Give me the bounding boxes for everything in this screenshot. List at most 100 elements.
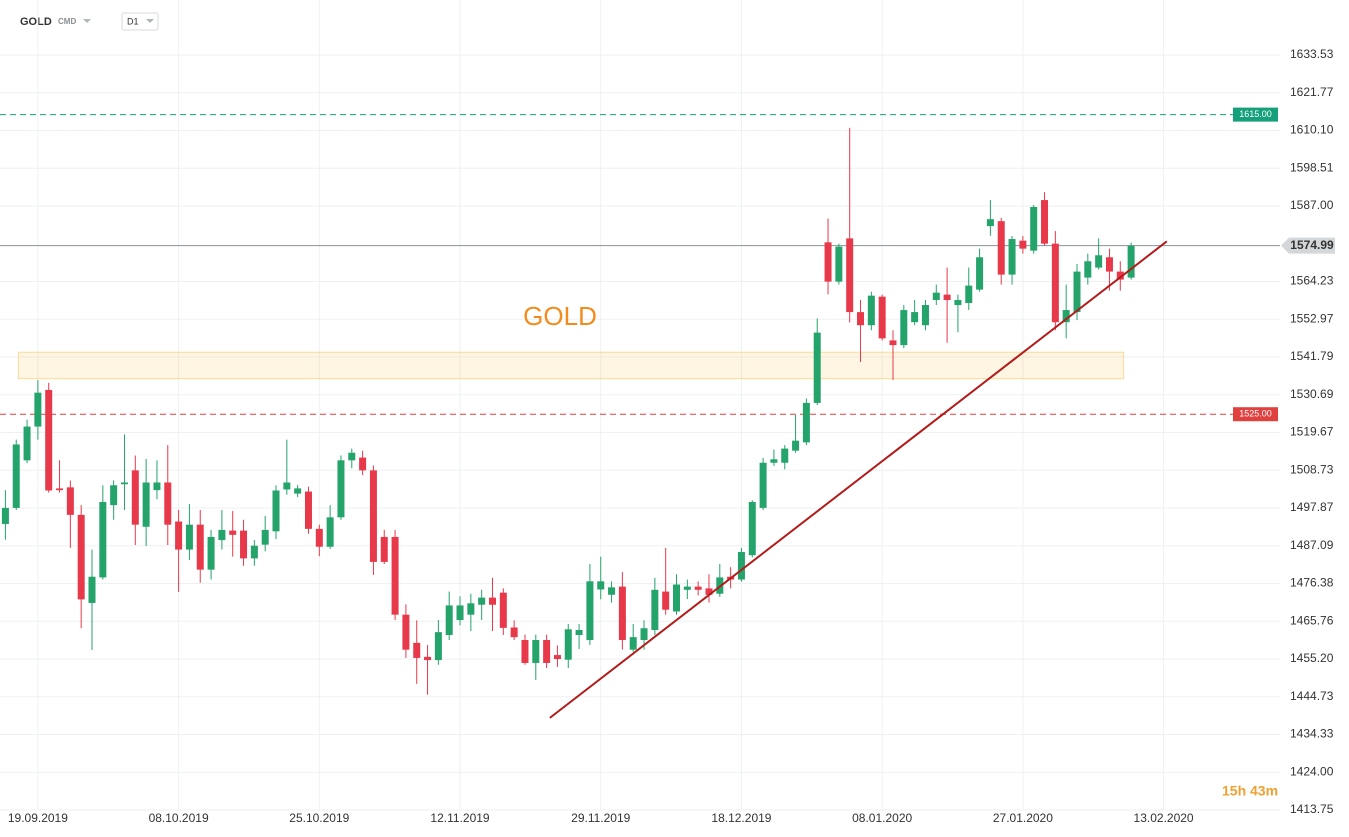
candle-body (402, 614, 410, 650)
y-tick-label: 1508.73 (1290, 462, 1334, 476)
candle-body (120, 482, 128, 485)
candle-body (921, 305, 929, 326)
candle-body (781, 448, 789, 463)
candle-body (586, 581, 594, 641)
zone (17, 351, 1125, 380)
candle-body (932, 292, 940, 301)
interval-button[interactable] (121, 12, 159, 31)
candle-body (218, 529, 226, 541)
candle-body (553, 655, 561, 660)
annotation: GOLD (523, 301, 597, 331)
candle-body (813, 332, 821, 403)
candle-body (413, 642, 421, 658)
candle-body (153, 482, 161, 491)
price-badge-label: 1574.99 (1290, 238, 1334, 252)
candle-body (283, 482, 291, 490)
dropdown-icon[interactable] (83, 19, 91, 23)
symbol[interactable]: GOLD (20, 16, 52, 28)
candle-body (683, 586, 691, 590)
candle-body (315, 528, 323, 547)
candle-body (954, 300, 962, 306)
candle-body (1116, 271, 1124, 280)
candle-body (1105, 257, 1113, 272)
candle-body (294, 488, 302, 494)
y-tick-label: 1487.09 (1290, 538, 1334, 552)
candle-body (88, 576, 96, 603)
candle-body (521, 640, 529, 663)
trendline (549, 240, 1168, 719)
candle-body (640, 628, 648, 641)
candle-body (564, 629, 572, 660)
candle-body (943, 294, 951, 301)
candle-body (456, 605, 464, 621)
candle-body (911, 312, 919, 323)
candle-body (705, 588, 713, 595)
candle-body (272, 490, 280, 532)
candle-body (337, 460, 345, 518)
price-badge (1281, 237, 1335, 254)
x-tick-label: 29.11.2019 (571, 811, 630, 825)
candle-body (1030, 206, 1038, 251)
y-tick-label: 1434.33 (1290, 727, 1334, 741)
y-tick-label: 1413.75 (1290, 802, 1334, 816)
candle-body (694, 586, 702, 590)
candle-body (99, 501, 107, 578)
candle-body (261, 529, 269, 545)
candle-body (618, 586, 626, 641)
candle-body (488, 597, 496, 605)
candle-body (445, 605, 453, 636)
candle-body (424, 656, 432, 661)
price-badge (1233, 107, 1278, 122)
candle-body (835, 246, 843, 282)
candle-body (229, 530, 237, 535)
candle-body (369, 470, 377, 562)
candle-body (867, 295, 875, 326)
y-tick-label: 1633.53 (1290, 47, 1334, 61)
plot (0, 114, 1280, 719)
dropdown-icon[interactable] (146, 19, 154, 23)
candle-body (737, 552, 745, 580)
candle-body (142, 482, 150, 527)
candle-body (34, 392, 42, 427)
candle-body (997, 221, 1005, 275)
candle-body (380, 536, 388, 562)
y-tick-label: 1587.00 (1290, 198, 1334, 212)
candle-body (976, 257, 984, 290)
candle-body (175, 521, 183, 550)
candle-body (23, 426, 31, 461)
candle-body (12, 444, 20, 508)
candle-body (240, 530, 248, 559)
candle-body (185, 524, 193, 550)
x-tick-label: 12.11.2019 (430, 811, 489, 825)
candle-body (467, 603, 475, 615)
candle-body (1, 507, 9, 524)
candle-body (478, 597, 486, 605)
candle-body (1127, 245, 1135, 278)
candle-body (608, 587, 616, 595)
candle-body (629, 637, 637, 650)
candle-body (131, 470, 139, 525)
market[interactable]: CMD (58, 17, 76, 26)
candle-body (304, 491, 312, 529)
interval[interactable]: D1 (127, 16, 139, 26)
y-tick-label: 1444.73 (1290, 689, 1334, 703)
candle-body (348, 452, 356, 461)
candle-body (499, 592, 507, 628)
candle-body (56, 488, 64, 491)
candle-body (1062, 310, 1070, 323)
countdown: 15h 43m (1222, 783, 1278, 799)
y-tick-label: 1621.77 (1290, 85, 1334, 99)
candle-body (250, 545, 258, 559)
candle-body (759, 462, 767, 508)
candle-body (857, 312, 865, 326)
x-tick-label: 13.02.2020 (1134, 811, 1194, 825)
y-tick-label: 1497.87 (1290, 500, 1334, 514)
y-tick-label: 1465.76 (1290, 613, 1334, 627)
candle-body (824, 242, 832, 282)
x-tick-label: 18.12.2019 (711, 811, 771, 825)
y-tick-label: 1552.97 (1290, 311, 1334, 325)
grid (0, 0, 1280, 811)
y-tick-label: 1564.23 (1290, 274, 1334, 288)
candle-body (196, 524, 204, 570)
